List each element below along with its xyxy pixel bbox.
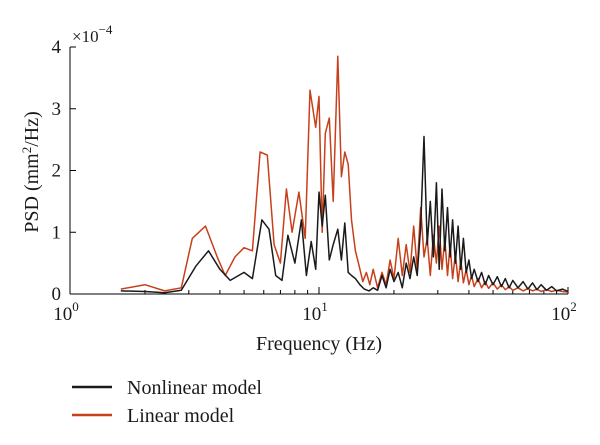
x-tick-label-2: 102 [551,299,577,325]
x-ticks: 100 101 102 [53,287,577,325]
legend: Nonlinear model Linear model [72,377,262,427]
axes [69,47,568,295]
series-layer [120,55,569,294]
x-axis-label: Frequency (Hz) [256,333,382,355]
y-tick-label-2: 2 [52,161,62,182]
y-tick-label-0: 0 [52,284,62,305]
series-line-linear [120,55,569,293]
series-line-nonlinear [120,135,569,294]
y-tick-label-1: 1 [52,222,62,243]
y-axis-label: PSD (mm2/Hz) [19,111,43,233]
x-tick-label-1: 101 [302,299,328,325]
y-tick-label-4: 4 [52,37,62,58]
y-ticks: 0 1 2 3 4 [52,37,76,305]
x-tick-label-0: 100 [53,299,79,325]
y-tick-label-3: 3 [52,99,62,120]
legend-label-nonlinear: Nonlinear model [127,377,262,399]
y-axis-multiplier: ×10−4 [72,22,113,46]
legend-label-linear: Linear model [127,405,235,427]
